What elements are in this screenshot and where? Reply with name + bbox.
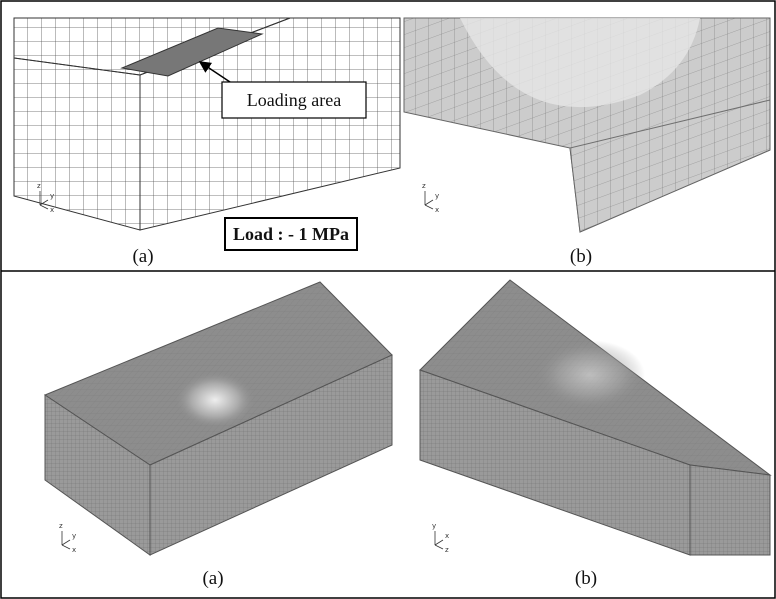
triad-label: z xyxy=(37,182,41,190)
triad-label: y xyxy=(72,532,76,540)
page: {"figure": { "top": {"loading_label": "L… xyxy=(0,0,776,599)
caption: (b) xyxy=(570,246,592,267)
triad-label: z xyxy=(422,182,426,190)
triad-label: y xyxy=(435,192,439,200)
triad-label: y xyxy=(432,522,436,530)
figure: Loading area Load : - 1 MPa zyxzyxzyxyxz… xyxy=(0,0,776,599)
triad-label: x xyxy=(72,546,76,554)
triad-label: y xyxy=(50,192,54,200)
loading-label: Loading area xyxy=(247,90,341,110)
load-label: Load : - 1 MPa xyxy=(233,224,349,244)
caption: (a) xyxy=(132,246,153,267)
triad-label: x xyxy=(50,206,54,214)
triad-label: z xyxy=(59,522,63,530)
caption: (b) xyxy=(575,568,597,589)
caption: (a) xyxy=(202,568,223,589)
triad-label: x xyxy=(445,532,449,540)
triad-label: x xyxy=(435,206,439,214)
triad-label: z xyxy=(445,546,449,554)
